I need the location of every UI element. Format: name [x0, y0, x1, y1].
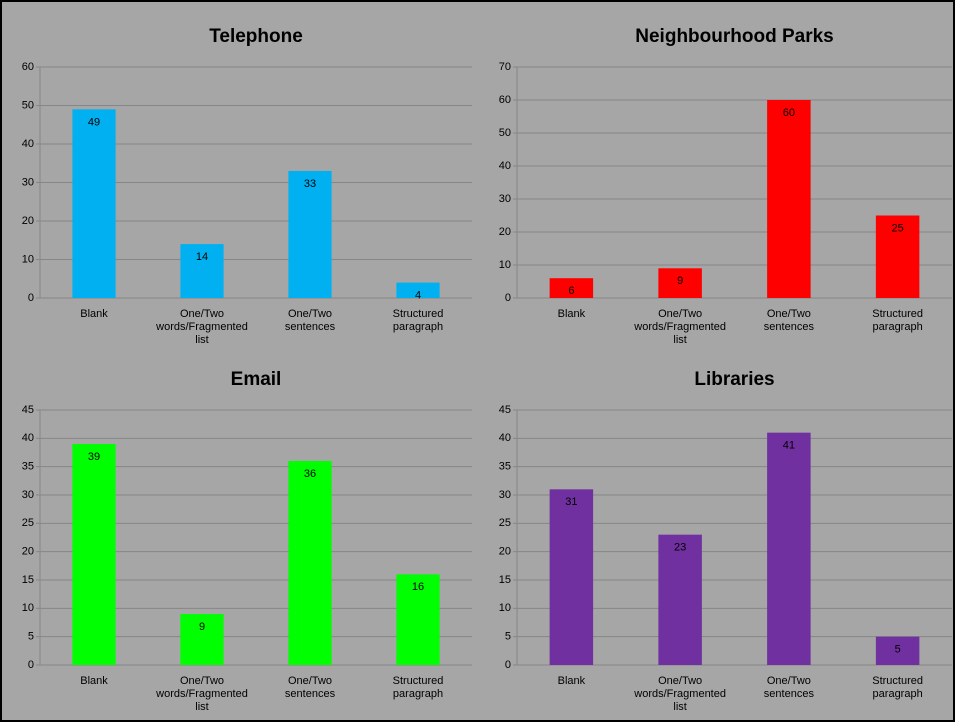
x-tick-label: One/Two words/Fragmented list	[156, 675, 248, 713]
y-tick-label: 30	[499, 193, 511, 205]
y-tick-label: 45	[499, 404, 511, 416]
y-tick-label: 40	[499, 432, 511, 444]
bar	[767, 432, 811, 665]
value-label: 33	[304, 178, 316, 190]
chart-title: Neighbourhood Parks	[635, 26, 833, 47]
value-label: 4	[415, 290, 421, 302]
x-tick-label: Structured paragraph	[872, 675, 923, 700]
y-tick-label: 0	[28, 292, 34, 304]
y-tick-label: 15	[22, 574, 34, 586]
y-tick-label: 30	[499, 489, 511, 501]
x-tick-label: Blank	[557, 675, 586, 687]
y-tick-label: 60	[22, 61, 34, 73]
chart-title: Telephone	[209, 26, 303, 47]
bar	[288, 170, 332, 298]
y-tick-label: 20	[22, 546, 34, 558]
x-tick-label: One/Two sentences	[284, 675, 336, 700]
chart-panel: Telephone 0 10 20 30 40 50 60 49 14 33 4 Blank One/Tw…	[2, 2, 479, 362]
y-tick-label: 20	[22, 215, 34, 227]
x-tick-label: One/Two words/Fragmented list	[156, 308, 248, 346]
bar	[396, 574, 440, 665]
x-tick-label: One/Two words/Fragmented list	[634, 675, 726, 713]
x-tick-label: One/Two sentences	[284, 308, 336, 333]
bar	[549, 278, 594, 298]
bar	[658, 534, 702, 665]
y-tick-label: 70	[499, 61, 511, 73]
y-tick-label: 20	[499, 226, 511, 238]
value-label: 60	[783, 107, 795, 119]
chart: Neighbourhood Parks 0 10 20 30 40 50 60 70 6 9 60 25	[499, 26, 952, 304]
bar	[72, 444, 116, 665]
y-tick-label: 40	[22, 432, 34, 444]
chart-title: Email	[231, 369, 282, 390]
y-tick-label: 0	[505, 659, 511, 671]
y-tick-label: 10	[22, 253, 34, 265]
x-tick-label: Blank	[557, 308, 586, 320]
bar	[875, 215, 920, 298]
value-label: 49	[88, 116, 100, 128]
y-tick-label: 0	[28, 659, 34, 671]
x-tick-label: One/Two sentences	[763, 308, 814, 333]
y-tick-label: 20	[499, 546, 511, 558]
y-tick-label: 30	[22, 176, 34, 188]
y-tick-label: 35	[22, 461, 34, 473]
value-label: 31	[565, 496, 577, 508]
value-label: 16	[412, 581, 424, 593]
chart: Libraries 0 5 10 15 20 25 30 35 40 45 31 23 41 5	[499, 369, 952, 671]
y-tick-label: 0	[505, 292, 511, 304]
value-label: 41	[783, 440, 795, 452]
bar	[180, 614, 224, 665]
y-tick-label: 5	[28, 631, 34, 643]
y-tick-label: 10	[499, 602, 511, 614]
value-label: 39	[88, 451, 100, 463]
x-tick-label: Structured paragraph	[392, 308, 444, 333]
y-tick-label: 25	[499, 517, 511, 529]
y-tick-label: 60	[499, 94, 511, 106]
x-tick-label: Blank	[80, 675, 108, 687]
y-tick-label: 45	[22, 404, 34, 416]
chart: Telephone 0 10 20 30 40 50 60 49 14 33 4	[22, 26, 472, 304]
bar	[288, 461, 332, 665]
value-label: 5	[895, 644, 901, 656]
y-tick-label: 30	[22, 489, 34, 501]
chart-panel: Neighbourhood Parks 0 10 20 30 40 50 60 70 6 9 60 25…	[479, 2, 953, 362]
y-tick-label: 15	[499, 574, 511, 586]
y-tick-label: 35	[499, 461, 511, 473]
chart-panel: Email 0 5 10 15 20 25 30 35 40 45 39 9 36 16 Blank One/T…	[2, 363, 479, 720]
y-tick-label: 25	[22, 517, 34, 529]
value-label: 6	[568, 285, 574, 297]
value-label: 23	[674, 542, 686, 554]
bar	[72, 109, 116, 298]
y-tick-label: 40	[22, 138, 34, 150]
bar	[396, 282, 440, 298]
value-label: 25	[892, 222, 904, 234]
chart-panel: Libraries 0 5 10 15 20 25 30 35 40 45 31 23 41 5 Blank O…	[479, 363, 953, 720]
bar	[767, 100, 811, 298]
bar	[549, 489, 594, 665]
x-tick-label: Blank	[80, 308, 108, 320]
y-tick-label: 10	[499, 259, 511, 271]
value-label: 9	[677, 275, 683, 287]
x-tick-label: Structured paragraph	[872, 308, 923, 333]
chart: Email 0 5 10 15 20 25 30 35 40 45 39 9 36 16	[22, 369, 472, 671]
bar	[658, 268, 702, 298]
x-tick-label: One/Two sentences	[763, 675, 814, 700]
x-tick-label: One/Two words/Fragmented list	[634, 308, 726, 346]
y-tick-label: 40	[499, 160, 511, 172]
bar	[180, 244, 224, 298]
value-label: 9	[199, 621, 205, 633]
y-tick-label: 50	[499, 127, 511, 139]
bar	[875, 636, 920, 665]
value-label: 36	[304, 468, 316, 480]
value-label: 14	[196, 251, 208, 263]
x-tick-label: Structured paragraph	[392, 675, 444, 700]
y-tick-label: 10	[22, 602, 34, 614]
y-tick-label: 50	[22, 99, 34, 111]
chart-title: Libraries	[694, 369, 774, 390]
y-tick-label: 5	[505, 631, 511, 643]
